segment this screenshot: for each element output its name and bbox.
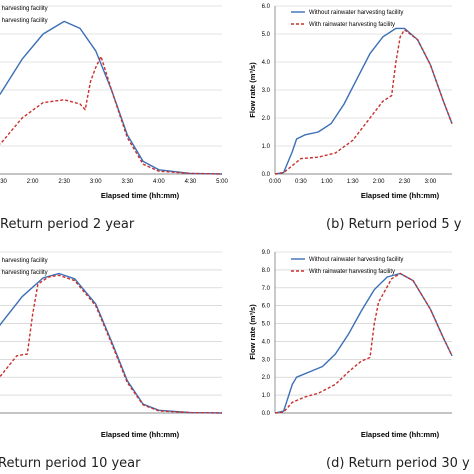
x-axis-title: Elapsed time (hh:mm) [361,430,440,439]
x-tick-label: 5:00 [216,179,228,185]
x-tick-label: 2:30 [58,179,70,185]
x-axis-title: Elapsed time (hh:mm) [361,191,440,200]
series-line-1 [274,272,453,414]
x-tick-label: 4:30 [185,179,197,185]
y-tick-label: 2.0 [262,116,271,122]
y-tick-label: 0.0 [262,172,271,178]
panel-caption: (b) Return period 5 y [326,217,462,232]
chart-panel-c: Elapsed time (hh:mm) r harvesting facilit… [0,251,223,471]
series-line-2 [274,29,453,175]
series-line-1 [274,27,453,175]
x-axis-title: Elapsed time (hh:mm) [101,430,180,439]
y-tick-label: 6.0 [262,304,271,310]
chart-panel-b: 0:00 0:30 1:00 1:30 2:00 2:30 3:00 0.0 1.0 2.0 3.0… [248,4,462,232]
y-tick-label: 1.0 [262,144,271,150]
x-tick-label: 3:00 [90,179,102,185]
y-tick-label: 5.0 [262,322,271,328]
legend-label: Without rainwater harvesting facility [309,257,403,263]
legend-label: r harvesting facility [0,258,48,264]
x-tick-label: 2:00 [27,179,39,185]
legend-label: r harvesting facility [0,270,48,276]
y-tick-label: 3.0 [262,88,271,94]
x-tick-label: 1:00 [321,179,333,185]
series-line-1 [0,20,223,175]
y-tick-label: 5.0 [262,32,271,38]
x-tick-label: 2:30 [399,179,411,185]
x-axis-title: Elapsed time (hh:mm) [101,191,180,200]
y-tick-label: 4.0 [262,60,271,66]
x-tick-label: 0:30 [295,179,307,185]
y-axis-title: Flow rate (m³/s) [248,304,257,360]
panel-caption: Return period 2 year [0,217,135,232]
y-tick-label: 1.0 [262,393,271,399]
legend-label: Without rainwater harvesting facility [309,10,403,16]
y-tick-label: 2.0 [262,375,271,381]
legend: Without rainwater harvesting facility Wit… [291,10,403,28]
x-tick-label: 1:30 [347,179,359,185]
x-tick-label: 2:00 [373,179,385,185]
y-axis-title: Flow rate (m³/s) [248,62,257,118]
x-tick-label: 1:30 [0,179,8,185]
y-tick-label: 8.0 [262,268,271,274]
x-tick-label: 4:00 [153,179,165,185]
series-line-2 [274,272,453,414]
series-line-2 [0,274,223,414]
legend-label: r harvesting facility [0,18,48,24]
x-tick-label: 3:00 [425,179,437,185]
y-tick-label: 6.0 [262,4,271,10]
panel-caption: Return period 10 year [0,456,141,471]
chart-panel-d: 0.0 1.0 2.0 3.0 4.0 5.0 6.0 7.0 8.0 9.0 Flow rate … [248,250,470,471]
legend-label: r harvesting facility [0,6,48,12]
chart-panel-a: 1:30 2:00 2:30 3:00 3:30 4:00 4:30 5:00 Elapsed … [0,5,228,232]
y-tick-label: 3.0 [262,357,271,363]
series-line-2 [0,55,223,175]
y-tick-label: 4.0 [262,339,271,345]
y-tick-label: 7.0 [262,286,271,292]
y-tick-label: 0.0 [262,411,271,417]
y-tick-label: 9.0 [262,250,271,256]
legend-label: With rainwater harvesting facility [309,22,395,28]
legend-label: With rainwater harvesting facility [309,269,395,275]
legend: Without rainwater harvesting facility Wit… [291,257,403,275]
panel-caption: (d) Return period 30 y [326,456,470,471]
x-tick-label: 3:30 [121,179,133,185]
x-tick-label: 0:00 [269,179,281,185]
legend: r harvesting facility r harvesting facili… [0,6,48,24]
legend: r harvesting facility r harvesting facili… [0,258,48,276]
